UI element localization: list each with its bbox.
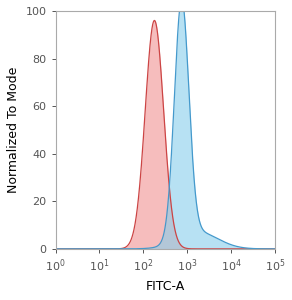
- X-axis label: FITC-A: FITC-A: [145, 280, 185, 293]
- Y-axis label: Normalized To Mode: Normalized To Mode: [7, 67, 20, 193]
